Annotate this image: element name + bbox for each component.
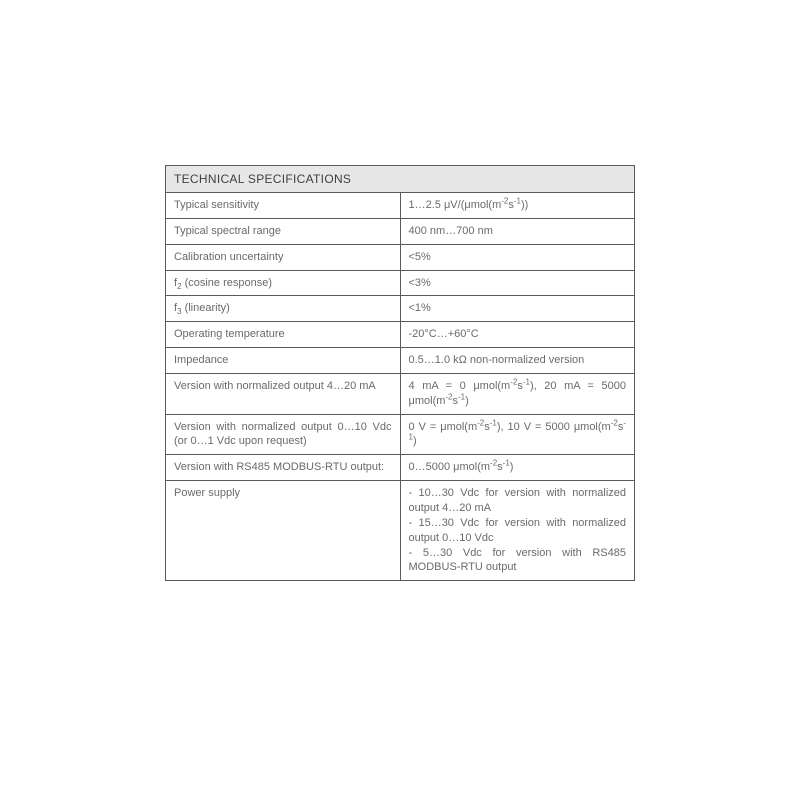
- table-row: f3 (linearity)<1%: [166, 296, 635, 322]
- spec-value: 0 V = μmol(m-2s-1), 10 V = 5000 μmol(m-2…: [400, 414, 635, 455]
- table-row: Version with normalized output 0…10 Vdc …: [166, 414, 635, 455]
- spec-value: 0.5…1.0 kΩ non-normalized version: [400, 348, 635, 374]
- spec-value: <3%: [400, 270, 635, 296]
- spec-value: 4 mA = 0 μmol(m-2s-1), 20 mA = 5000 μmol…: [400, 373, 635, 414]
- spec-label: Version with normalized output 4…20 mA: [166, 373, 401, 414]
- table-row: Impedance0.5…1.0 kΩ non-normalized versi…: [166, 348, 635, 374]
- spec-value: <5%: [400, 244, 635, 270]
- spec-label: Version with normalized output 0…10 Vdc …: [166, 414, 401, 455]
- spec-label: Version with RS485 MODBUS-RTU output:: [166, 455, 401, 481]
- spec-label: f3 (linearity): [166, 296, 401, 322]
- table-row: Calibration uncertainty<5%: [166, 244, 635, 270]
- spec-table-container: TECHNICAL SPECIFICATIONS Typical sensiti…: [165, 165, 635, 581]
- spec-label: Typical spectral range: [166, 218, 401, 244]
- spec-label: f2 (cosine response): [166, 270, 401, 296]
- table-row: Operating temperature-20°C…+60°C: [166, 322, 635, 348]
- table-row: f2 (cosine response)<3%: [166, 270, 635, 296]
- spec-label: Calibration uncertainty: [166, 244, 401, 270]
- spec-value: 400 nm…700 nm: [400, 218, 635, 244]
- table-row: Typical sensitivity1…2.5 μV/(μmol(m-2s-1…: [166, 193, 635, 219]
- spec-value: <1%: [400, 296, 635, 322]
- spec-value: -20°C…+60°C: [400, 322, 635, 348]
- spec-label: Impedance: [166, 348, 401, 374]
- table-row: Version with RS485 MODBUS-RTU output:0…5…: [166, 455, 635, 481]
- table-row: Power supply- 10…30 Vdc for version with…: [166, 481, 635, 581]
- spec-value: 0…5000 μmol(m-2s-1): [400, 455, 635, 481]
- spec-value: - 10…30 Vdc for version with normalized …: [400, 481, 635, 581]
- table-title: TECHNICAL SPECIFICATIONS: [166, 166, 635, 193]
- spec-label: Typical sensitivity: [166, 193, 401, 219]
- table-row: Typical spectral range400 nm…700 nm: [166, 218, 635, 244]
- table-row: Version with normalized output 4…20 mA4 …: [166, 373, 635, 414]
- spec-label: Power supply: [166, 481, 401, 581]
- spec-table: TECHNICAL SPECIFICATIONS Typical sensiti…: [165, 165, 635, 581]
- spec-label: Operating temperature: [166, 322, 401, 348]
- spec-value: 1…2.5 μV/(μmol(m-2s-1)): [400, 193, 635, 219]
